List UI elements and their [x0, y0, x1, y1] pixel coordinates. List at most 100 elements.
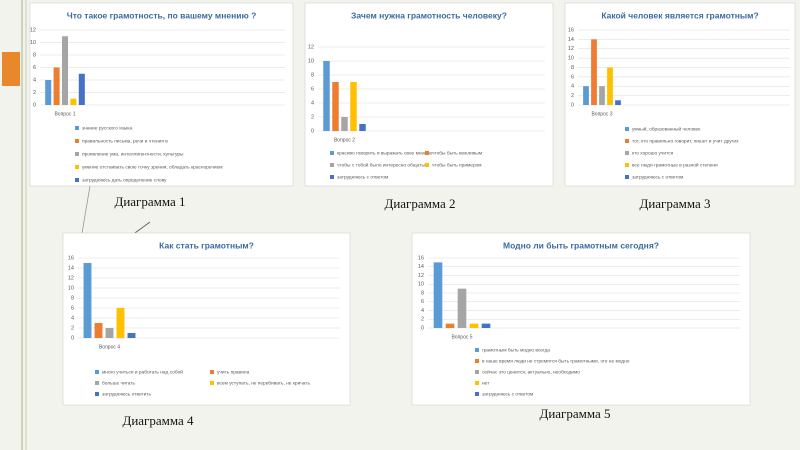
legend-label: учить правила	[217, 370, 250, 375]
legend-swatch	[95, 392, 99, 396]
legend-label: чтобы быть примером	[432, 162, 482, 168]
legend-swatch	[75, 178, 79, 182]
legend-swatch	[625, 163, 629, 167]
y-tick-label: 8	[571, 65, 574, 71]
y-tick-label: 16	[68, 255, 74, 261]
legend-swatch	[425, 163, 429, 167]
legend-swatch	[475, 392, 479, 396]
x-tick-label: Вопрос 4	[99, 344, 120, 350]
y-tick-label: 8	[33, 52, 36, 58]
y-tick-label: 2	[571, 93, 574, 99]
legend-swatch	[625, 127, 629, 131]
caption: Диаграмма 4	[122, 413, 194, 428]
y-tick-label: 12	[418, 273, 424, 279]
x-tick-label: Вопрос 3	[591, 111, 612, 117]
y-tick-label: 12	[68, 275, 74, 281]
legend-swatch	[330, 163, 334, 167]
legend-label: чтобы быть вежливым	[432, 150, 482, 156]
bar	[341, 117, 348, 131]
y-tick-label: 6	[421, 299, 424, 305]
y-tick-label: 16	[568, 27, 574, 33]
decor-square	[2, 52, 20, 86]
legend-label: красиво говорить и выражать свое мнение	[337, 151, 433, 156]
legend-swatch	[330, 151, 334, 155]
legend-label: кто хорошо учится	[632, 151, 674, 156]
y-tick-label: 12	[308, 44, 314, 50]
bar	[78, 73, 85, 105]
chart-title: Зачем нужна грамотность человеку?	[351, 10, 507, 20]
legend-label: больше читать	[102, 380, 136, 386]
legend-swatch	[75, 152, 79, 156]
bar	[323, 61, 330, 131]
bar	[83, 263, 92, 338]
y-tick-label: 8	[311, 72, 314, 78]
x-tick-label: Вопрос 5	[451, 334, 472, 340]
x-tick-label: Вопрос 2	[334, 137, 355, 143]
y-tick-label: 4	[421, 308, 424, 314]
legend-swatch	[475, 359, 479, 363]
caption: Диаграмма 1	[114, 194, 185, 209]
legend-label: чтобы с тобой было интересно общаться	[337, 161, 429, 168]
legend-label: проявление ума, интеллигентности, культу…	[82, 152, 184, 157]
y-tick-label: 14	[68, 265, 74, 271]
legend-label: умный, образованный человек	[632, 125, 701, 132]
legend-swatch	[475, 381, 479, 385]
legend-swatch	[95, 370, 99, 374]
y-tick-label: 6	[71, 305, 74, 311]
legend-swatch	[330, 175, 334, 179]
chart-frame	[62, 232, 351, 406]
bar	[607, 67, 613, 105]
chart-title: Что такое грамотность, по вашему мнению …	[67, 10, 257, 20]
legend-label: затрудняюсь с ответом	[482, 392, 533, 397]
chart-title: Какой человек является грамотным?	[601, 10, 758, 20]
chart-frame	[29, 2, 294, 187]
legend-swatch	[475, 370, 479, 374]
legend-label: в наше время люди не стремятся быть грам…	[482, 358, 630, 364]
caption: Диаграмма 2	[384, 196, 455, 211]
y-tick-label: 0	[71, 335, 74, 341]
legend-swatch	[75, 139, 79, 143]
legend-swatch	[625, 139, 629, 143]
bar	[116, 308, 125, 338]
y-tick-label: 6	[571, 74, 574, 80]
y-tick-label: 8	[71, 295, 74, 301]
bar	[481, 323, 491, 328]
y-tick-label: 0	[33, 102, 36, 108]
bar	[105, 328, 114, 338]
bar	[53, 67, 60, 105]
legend-swatch	[210, 370, 214, 374]
bar	[332, 82, 339, 131]
legend-swatch	[210, 381, 214, 385]
legend-swatch	[475, 348, 479, 352]
legend-label: затрудняюсь с ответом	[632, 175, 683, 180]
legend-label: грамотным быть модно всегда	[482, 347, 550, 353]
legend-swatch	[75, 126, 79, 130]
bar	[469, 323, 479, 328]
y-tick-label: 2	[311, 114, 314, 120]
y-tick-label: 10	[308, 58, 314, 64]
bar	[457, 288, 467, 328]
y-tick-label: 6	[33, 65, 36, 71]
bar	[583, 86, 589, 105]
bar	[70, 98, 77, 105]
bar	[591, 39, 597, 105]
legend-swatch	[625, 175, 629, 179]
legend-label: правильность письма, речи и чтения в	[82, 139, 168, 144]
bar	[445, 323, 455, 328]
y-tick-label: 4	[33, 77, 36, 83]
chart-frame	[304, 2, 554, 187]
legend-label: все люди грамотные в разной степени	[632, 161, 718, 168]
y-tick-label: 2	[33, 90, 36, 96]
bar	[61, 36, 69, 105]
x-tick-label: Вопрос 1	[54, 111, 75, 117]
legend-label: затрудняюсь ответить	[102, 392, 152, 397]
legend-label: умение отстаивать свою точку зрения, обл…	[82, 164, 223, 170]
bar	[350, 82, 357, 131]
bar	[433, 262, 443, 328]
y-tick-label: 10	[30, 40, 36, 46]
legend-label: всем уступать, не перебивать, не кричать	[217, 380, 311, 386]
y-tick-label: 2	[421, 317, 424, 323]
y-tick-label: 0	[571, 102, 574, 108]
y-tick-label: 4	[71, 315, 74, 321]
